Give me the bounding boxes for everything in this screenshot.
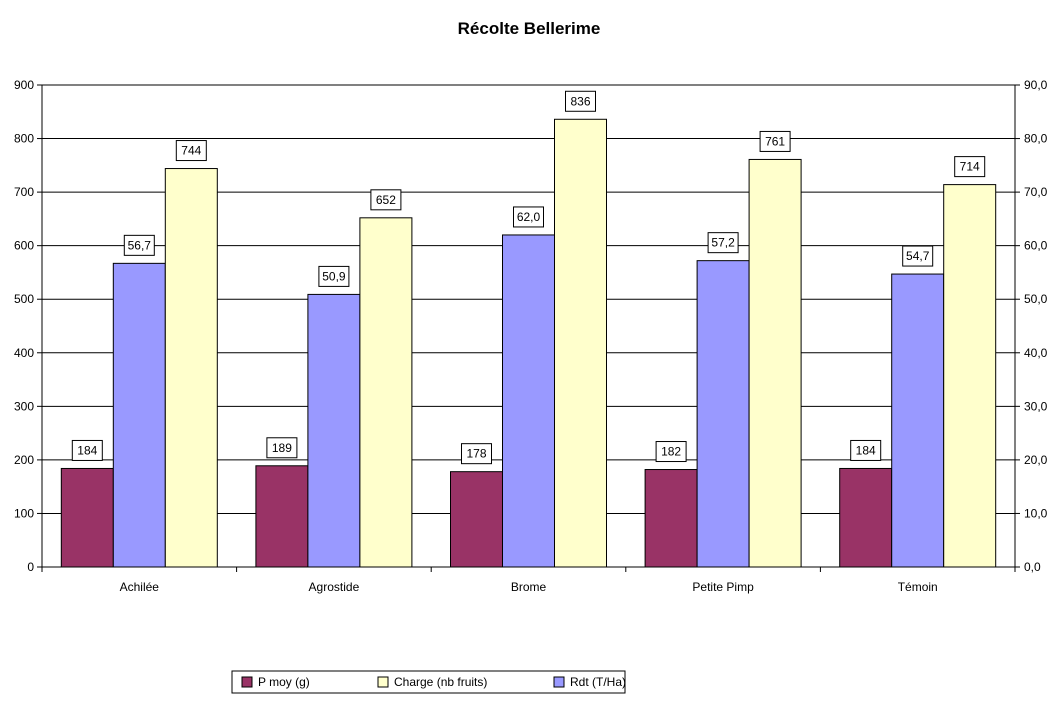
data-label: 50,9 (322, 269, 346, 283)
y-left-tick-label: 400 (14, 346, 34, 360)
legend-label: P moy (g) (258, 675, 310, 689)
y-right-tick-label: 40,0 (1024, 346, 1048, 360)
bar-p-moy-g- (255, 465, 309, 568)
y-right-tick-label: 50,0 (1024, 292, 1048, 306)
x-tick-label: Agrostide (309, 580, 360, 594)
bar-charge-nb-fruits- (164, 168, 218, 568)
data-label: 184 (77, 443, 97, 457)
legend-swatch (241, 676, 253, 688)
data-label-box (850, 439, 882, 461)
legend-label: Charge (nb fruits) (394, 675, 487, 689)
x-tick-label: Petite Pimp (692, 580, 754, 594)
data-label: 189 (272, 441, 292, 455)
y-left-tick-label: 900 (14, 78, 34, 92)
legend-label: Rdt (T/Ha) (570, 675, 626, 689)
x-tick-label: Achilée (120, 580, 160, 594)
bar-p-moy-g- (839, 467, 893, 568)
data-label-box (318, 265, 350, 287)
data-label-box (71, 439, 103, 461)
y-left-tick-label: 200 (14, 453, 34, 467)
data-label: 761 (765, 134, 785, 148)
bar-rdt-t-ha- (502, 234, 555, 568)
bar-rdt-t-ha- (307, 293, 361, 568)
y-right-tick-label: 30,0 (1024, 399, 1048, 413)
bar-charge-nb-fruits- (748, 158, 802, 568)
bar-charge-nb-fruits- (359, 217, 413, 568)
y-right-tick-label: 70,0 (1024, 185, 1048, 199)
data-label-box (513, 206, 544, 228)
y-right-tick-label: 90,0 (1024, 78, 1048, 92)
chart-title: Récolte Bellerime (458, 19, 601, 38)
bars (60, 118, 997, 568)
data-label-box (759, 130, 791, 152)
bar-p-moy-g- (644, 469, 698, 568)
legend-box (231, 670, 626, 694)
y-left-tick-label: 0 (27, 560, 34, 574)
y-right-tick-label: 20,0 (1024, 453, 1048, 467)
data-label: 182 (661, 445, 681, 459)
data-label-box (461, 443, 492, 465)
bar-p-moy-g- (60, 467, 114, 568)
data-label-box (370, 189, 402, 211)
x-tick-label: Témoin (898, 580, 938, 594)
data-label: 178 (466, 447, 486, 461)
bar-charge-nb-fruits- (554, 118, 607, 568)
data-label-box (123, 234, 155, 256)
data-label: 56,7 (128, 238, 152, 252)
data-label-box (655, 441, 687, 463)
data-label-box (902, 245, 934, 267)
y-right-tick-label: 0,0 (1024, 560, 1041, 574)
data-label-box (707, 232, 739, 254)
x-tick-label: Brome (511, 580, 547, 594)
y-right-tick-label: 10,0 (1024, 506, 1048, 520)
axes: 0 100 200 300 400 500 600 700 800 900 0,0 10,0 20,0 3… (14, 78, 1048, 594)
y-left-tick-label: 800 (14, 132, 34, 146)
data-labels: 184 56,7 744 189 50,9 652 178 62,0 836 182 57,2 761… (71, 90, 986, 465)
legend-swatch (377, 676, 389, 688)
data-label: 62,0 (517, 210, 541, 224)
data-label: 836 (570, 94, 590, 108)
data-label: 184 (856, 443, 876, 457)
data-label: 54,7 (906, 249, 930, 263)
bar-p-moy-g- (450, 471, 503, 568)
data-label: 714 (960, 160, 980, 174)
data-label-box (954, 156, 986, 178)
data-label-box (175, 140, 207, 162)
legend: P moy (g) Charge (nb fruits) Rdt (T/Ha) (231, 670, 626, 694)
data-label: 652 (376, 193, 396, 207)
y-right-tick-label: 60,0 (1024, 239, 1048, 253)
y-left-tick-label: 500 (14, 292, 34, 306)
bar-charge-nb-fruits- (943, 184, 997, 568)
y-left-tick-label: 700 (14, 185, 34, 199)
bar-rdt-t-ha- (696, 260, 750, 568)
y-right-tick-label: 80,0 (1024, 132, 1048, 146)
y-left-tick-label: 100 (14, 506, 34, 520)
bar-rdt-t-ha- (891, 273, 945, 568)
data-label: 57,2 (711, 236, 735, 250)
y-left-tick-label: 600 (14, 239, 34, 253)
y-left-tick-label: 300 (14, 399, 34, 413)
data-label-box (565, 90, 596, 112)
data-label: 744 (181, 144, 201, 158)
legend-swatch (553, 676, 565, 688)
data-label-box (266, 437, 298, 459)
bar-rdt-t-ha- (112, 262, 166, 568)
